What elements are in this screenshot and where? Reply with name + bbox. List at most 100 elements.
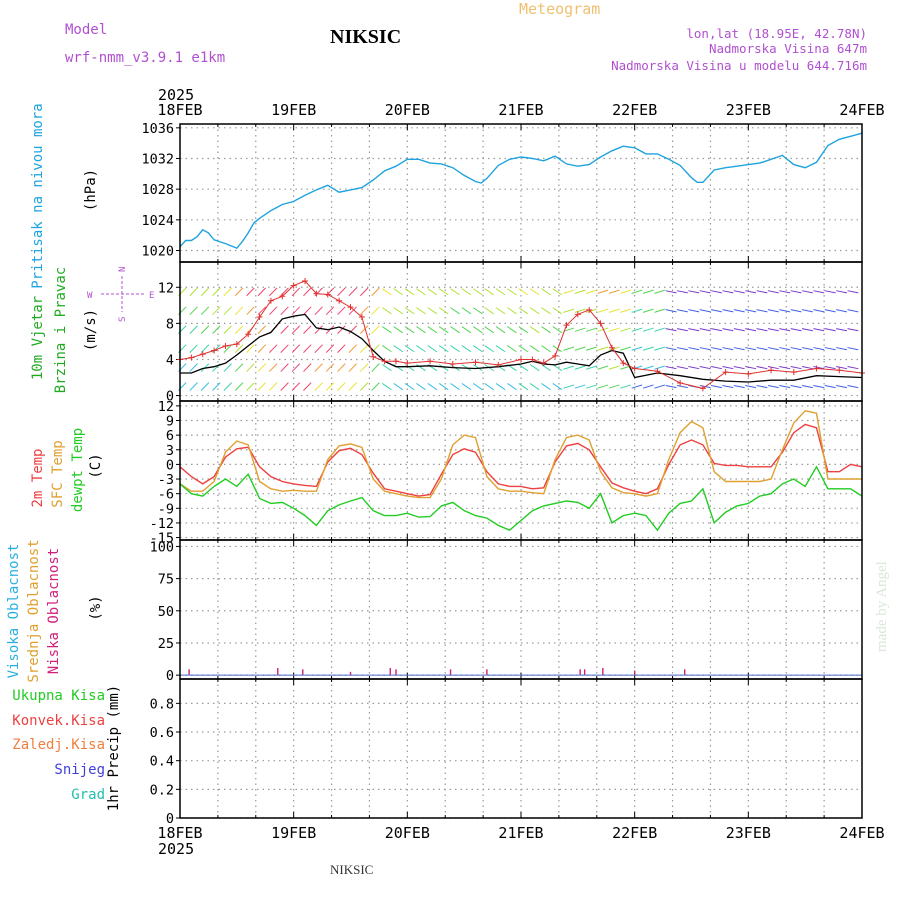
wind-arrow bbox=[711, 328, 722, 332]
wind-arrow bbox=[246, 382, 255, 391]
y-tick-label: -15 bbox=[150, 531, 174, 547]
y-tick-label: 8 bbox=[166, 316, 174, 332]
wind-gust-marker bbox=[336, 297, 343, 304]
wind-gust-marker bbox=[597, 320, 604, 327]
y-tick-label: 100 bbox=[150, 539, 174, 555]
wind-arrow bbox=[269, 382, 278, 391]
wind-arrow bbox=[472, 383, 483, 391]
wind-arrow bbox=[733, 347, 745, 351]
wind-arrow bbox=[541, 288, 551, 296]
wind-arrow bbox=[484, 307, 494, 315]
wind-arrow bbox=[438, 307, 449, 315]
cloud-ylabel-low: Niska Oblacnost bbox=[46, 548, 62, 674]
wind-arrow bbox=[642, 289, 654, 294]
wind-arrow bbox=[779, 384, 791, 389]
top-date-label: 23FEB bbox=[726, 101, 771, 119]
elevation-text: Nadmorska Visina 647m bbox=[709, 41, 867, 56]
wind-arrow bbox=[688, 366, 700, 370]
wind-arrow bbox=[847, 347, 859, 351]
wind-gust-marker bbox=[279, 293, 286, 300]
wind-arrow bbox=[257, 325, 267, 334]
wind-arrow bbox=[438, 383, 449, 391]
wind-gust-marker bbox=[768, 367, 775, 374]
wind-arrow bbox=[541, 307, 551, 315]
wind-gust-marker bbox=[813, 365, 820, 372]
wind-arrow bbox=[257, 363, 267, 372]
wind-arrow bbox=[756, 384, 768, 389]
wind-arrow bbox=[325, 363, 335, 372]
y-tick-label: 0.8 bbox=[150, 696, 174, 712]
wind-arrow bbox=[529, 383, 540, 391]
wind-arrow bbox=[223, 382, 232, 391]
temp-unit: (C) bbox=[88, 453, 104, 478]
y-tick-label: 0 bbox=[166, 457, 174, 473]
wind-arrow bbox=[824, 290, 836, 294]
wind-arrow bbox=[189, 363, 198, 372]
wind-arrow bbox=[507, 326, 517, 334]
wind-arrow bbox=[518, 345, 529, 353]
wind-gust-marker bbox=[518, 356, 524, 363]
wind-arrow bbox=[382, 288, 392, 296]
wind-arrow bbox=[450, 307, 460, 315]
wind-arrow bbox=[461, 288, 472, 296]
wind-arrow bbox=[371, 287, 380, 297]
wind-arrow bbox=[813, 290, 825, 294]
wind-arrow bbox=[665, 384, 677, 389]
bottom-date-label: 23FEB bbox=[726, 824, 771, 842]
wind-arrow bbox=[348, 287, 357, 297]
y-tick-label: 0 bbox=[166, 668, 174, 684]
wind-arrow bbox=[541, 345, 551, 353]
wind-arrow bbox=[563, 384, 575, 389]
model-name: wrf-nmm_v3.9.1 e1km bbox=[65, 50, 225, 66]
wind-arrow bbox=[654, 384, 666, 389]
wind-arrow bbox=[552, 364, 563, 372]
wind-gust-marker bbox=[620, 360, 627, 367]
wind-arrow bbox=[416, 326, 426, 334]
wind-arrow bbox=[314, 325, 323, 334]
wind-arrow bbox=[665, 366, 677, 370]
wind-arrow bbox=[779, 366, 791, 370]
wind-arrow bbox=[676, 366, 688, 370]
wind-arrow bbox=[563, 327, 575, 332]
wind-arrow bbox=[756, 328, 768, 332]
clouds-panel: 0 25 50 75 100 bbox=[150, 539, 863, 684]
wind-arrow bbox=[847, 328, 859, 332]
wind-arrow bbox=[325, 306, 335, 316]
wind-arrow bbox=[779, 347, 791, 351]
wind-arrow bbox=[642, 365, 654, 370]
wind-arrow bbox=[212, 306, 221, 316]
wind-arrow bbox=[745, 347, 757, 351]
precipitation-panel: 0 0.2 0.4 0.6 0.8 bbox=[150, 678, 863, 827]
wind-arrow bbox=[325, 382, 335, 391]
wind-arrow bbox=[597, 365, 609, 370]
wind-gust-marker bbox=[608, 344, 615, 351]
wind-arrow bbox=[699, 290, 711, 294]
wind-arrow bbox=[586, 346, 597, 351]
bottom-date-label: 22FEB bbox=[612, 824, 657, 842]
wind-arrow bbox=[745, 290, 757, 294]
wind-arrow bbox=[438, 364, 449, 372]
wind-arrow bbox=[495, 288, 506, 296]
wind-arrow bbox=[348, 306, 357, 316]
wind-arrow bbox=[416, 288, 426, 296]
wind-arrow bbox=[801, 328, 813, 332]
wind-arrow bbox=[631, 308, 643, 313]
wind-arrow bbox=[756, 290, 768, 294]
wind-arrow bbox=[676, 384, 688, 389]
wind-arrow bbox=[574, 365, 586, 370]
wind-arrow bbox=[382, 326, 392, 334]
wind-arrow bbox=[711, 290, 722, 294]
wind-ylabel-1: 10m Vjetar bbox=[30, 296, 46, 380]
wind-arrow bbox=[280, 363, 289, 372]
wind-gust-marker bbox=[427, 358, 434, 365]
wind-arrow bbox=[246, 306, 255, 316]
precip-legend-label: Konvek.Kisa bbox=[12, 713, 105, 729]
wind-arrow bbox=[359, 287, 369, 297]
y-tick-label: 75 bbox=[158, 572, 174, 588]
wind-arrow bbox=[382, 383, 392, 391]
wind-ylabel-2: Brzina i Pravac bbox=[53, 267, 69, 393]
pressure-ylabel: Pritisak na nivou mora bbox=[30, 103, 46, 288]
wind-arrow bbox=[586, 384, 597, 389]
wind-arrow bbox=[529, 364, 540, 372]
wind-arrow bbox=[450, 288, 460, 296]
